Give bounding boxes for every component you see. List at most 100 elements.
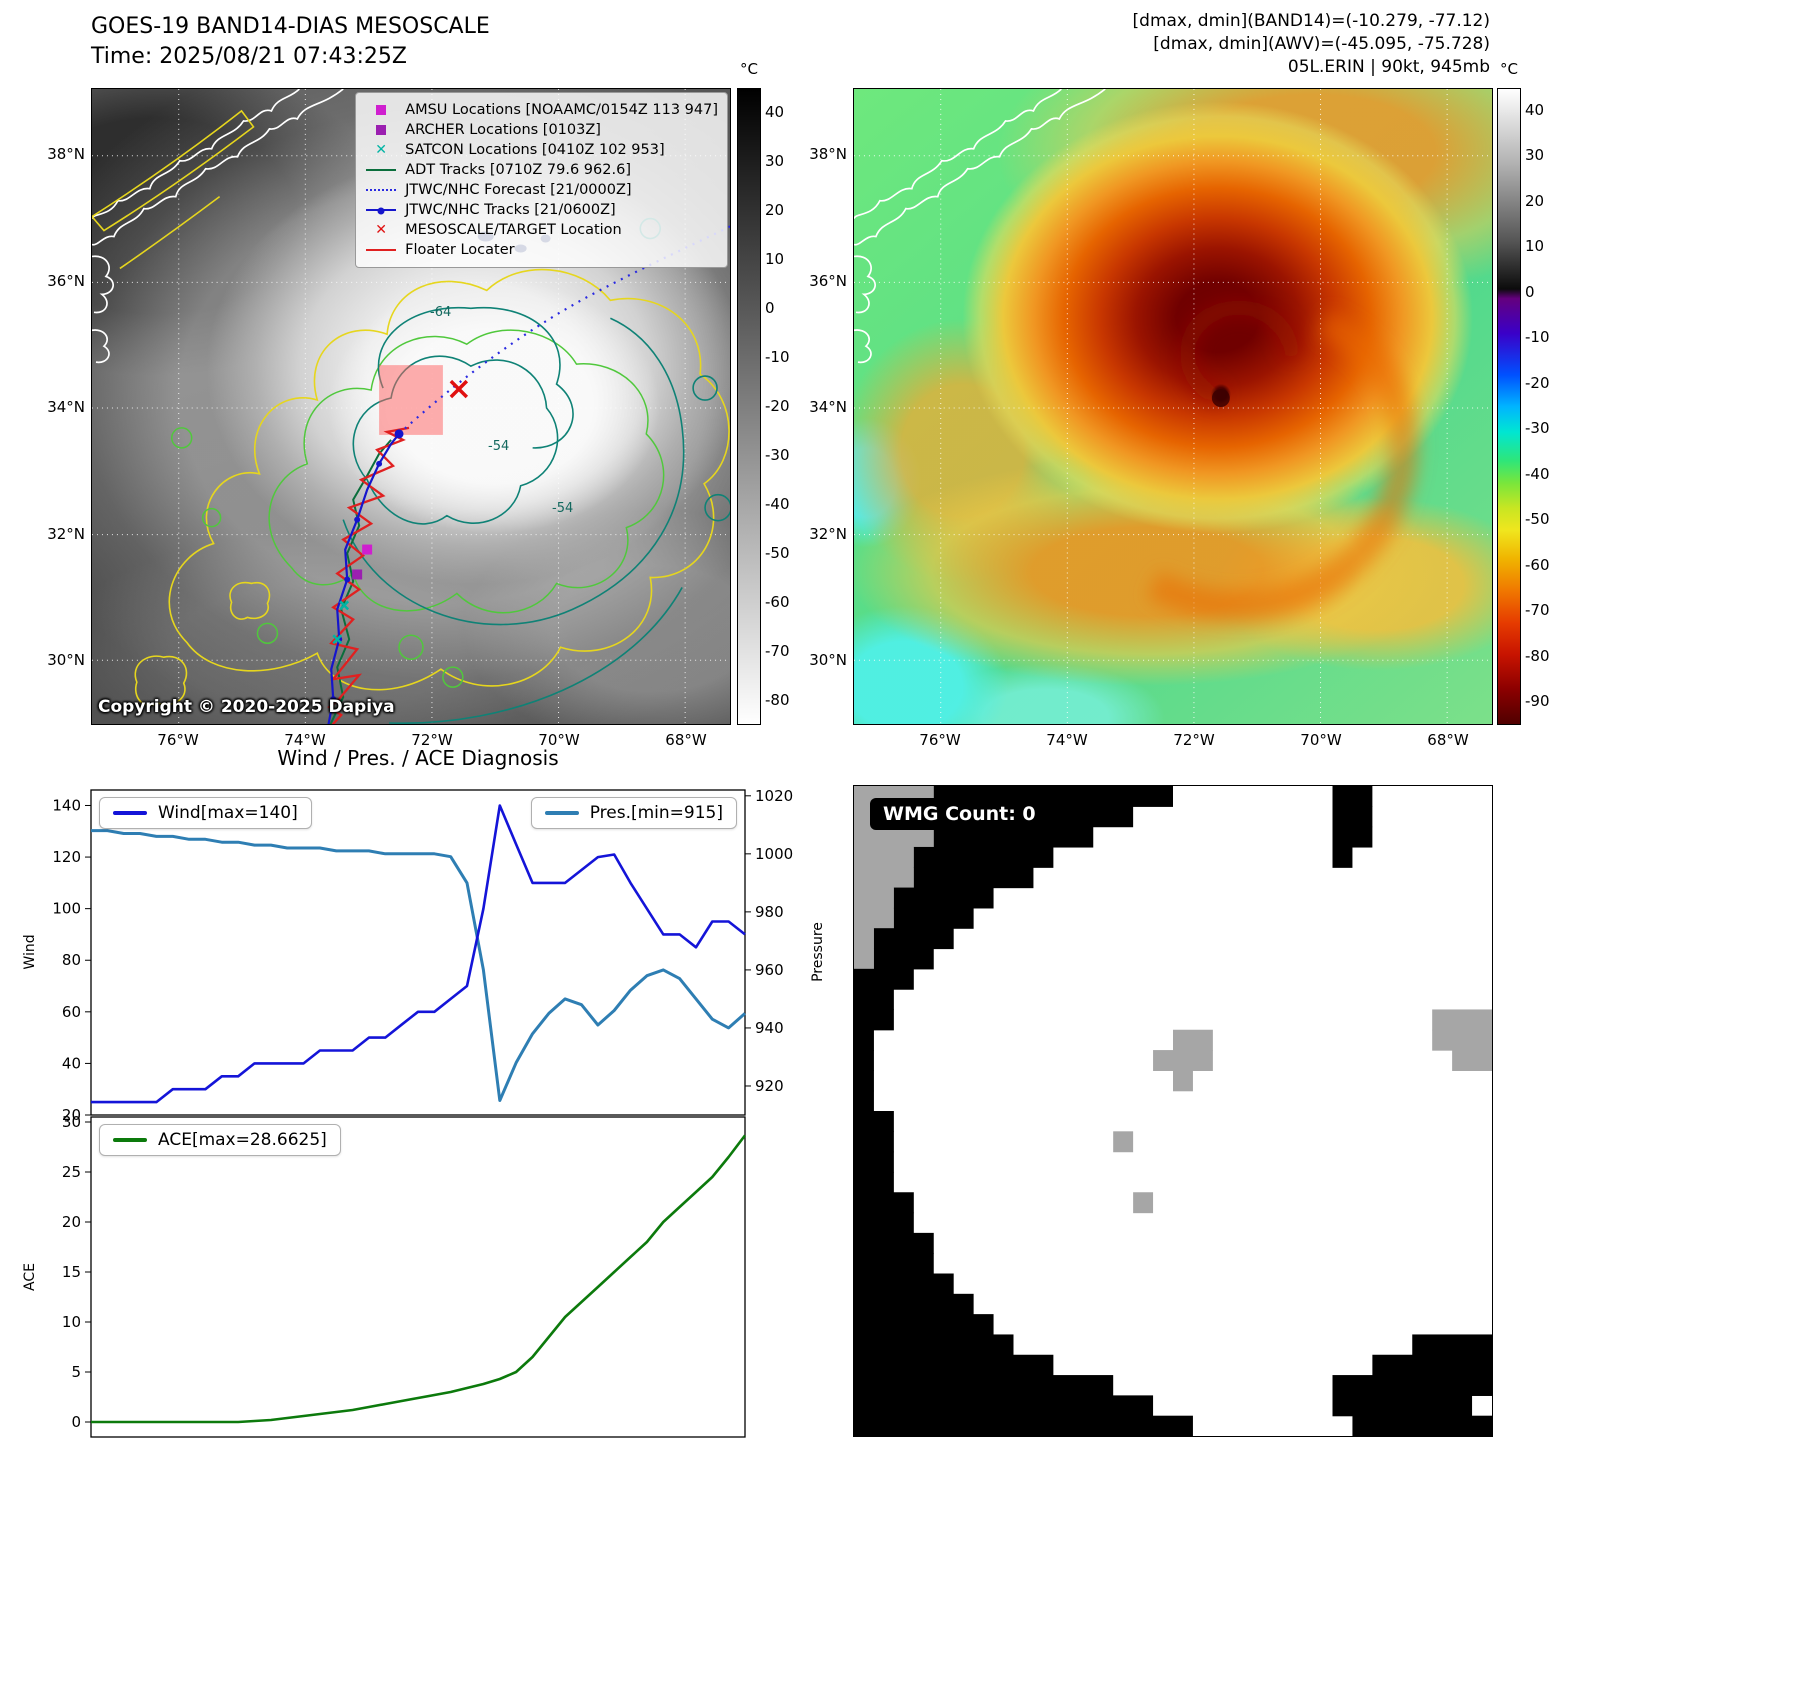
wind-legend-label: Wind[max=140]	[158, 803, 298, 823]
pressure-legend: Pres.[min=915]	[530, 797, 737, 829]
ace-tick-label: 25	[62, 1163, 81, 1181]
wind-tick-label: 80	[62, 951, 81, 969]
lon-tick-label: 72°W	[411, 731, 453, 749]
wmg-black-block	[854, 1232, 934, 1254]
line-marker-icon	[366, 207, 397, 215]
wind-pressure-chart: 140 120 100 80 60 40 20 1020 1000 980 960 940 920	[52, 787, 793, 1124]
band14-satellite-map: -64 -54 -54 AMSU Locations [NOAAMC/0154Z…	[91, 88, 731, 725]
colorbar-tick-label: -50	[765, 543, 790, 562]
contour-label: -64	[430, 305, 452, 320]
wmg-black-block	[854, 1050, 874, 1071]
ace-tick-label: 30	[62, 1113, 81, 1131]
ace-tick-label: 0	[71, 1413, 81, 1431]
charts-title: Wind / Pres. / ACE Diagnosis	[277, 746, 559, 770]
colorbar-tick-label: -20	[1525, 373, 1550, 392]
lon-tick-label: 68°W	[665, 731, 707, 749]
awv-map-overlay	[854, 89, 1492, 724]
square-marker-icon	[376, 125, 387, 135]
wmg-black-block	[854, 1354, 1054, 1376]
coastline-path	[92, 255, 114, 314]
line-marker-icon	[365, 169, 397, 171]
wmg-gray-block	[854, 846, 914, 868]
wmg-black-block	[854, 1253, 934, 1275]
dot-marker-icon	[377, 207, 385, 215]
map-legend: AMSU Locations [NOAAMC/0154Z 113 947] ARC…	[355, 92, 728, 268]
wmg-black-block	[854, 1192, 914, 1214]
colorbar-tick-label: -70	[765, 641, 790, 660]
lon-tick-label: 76°W	[157, 731, 199, 749]
colorbar-unit: °C	[1500, 60, 1518, 78]
pressure-tick-label: 980	[755, 903, 784, 921]
wmg-black-block	[854, 1090, 874, 1112]
wmg-black-block	[913, 846, 1054, 868]
colorbar-tick-label: 20	[1525, 191, 1545, 210]
colorbar-tick-label: 30	[765, 151, 785, 170]
wmg-black-block	[873, 948, 934, 970]
wmg-gray-block	[1452, 1050, 1492, 1071]
wmg-black-block	[893, 887, 994, 909]
pressure-tick-label: 1020	[755, 787, 793, 805]
legend-item: JTWC/NHC Tracks [21/0600Z]	[365, 200, 718, 220]
band14-colorbar	[737, 88, 761, 725]
colorbar-tick-label: -10	[765, 347, 790, 366]
wmg-black-block	[854, 1415, 1193, 1436]
lon-tick-label: 70°W	[538, 731, 580, 749]
wmg-gray-block	[854, 907, 894, 929]
x-marker-icon: ✕	[375, 222, 388, 238]
square-marker-icon	[365, 125, 397, 135]
wind-tick-label: 100	[52, 900, 81, 918]
contour-label: -54	[488, 439, 510, 454]
jtwc-track-dots	[330, 429, 404, 703]
colorbar-tick-label: -90	[1525, 692, 1550, 711]
lat-tick-label: 38°N	[47, 145, 85, 163]
colorbar-tick-label: -60	[1525, 555, 1550, 574]
wmg-black-block	[854, 1171, 894, 1193]
jtwc-track-line	[327, 433, 400, 724]
colorbar-tick-label: -40	[1525, 464, 1550, 483]
colorbar-tick-label: -60	[765, 592, 790, 611]
colorbar-unit: °C	[740, 60, 758, 78]
pressure-tick-label: 940	[755, 1019, 784, 1037]
wmg-black-block	[854, 1334, 1014, 1356]
line-marker-icon	[366, 189, 397, 191]
awv-satellite-map	[853, 88, 1493, 725]
ace-series-line	[91, 1134, 747, 1424]
wmg-block-map	[854, 786, 1492, 1436]
lat-tick-label: 38°N	[809, 145, 847, 163]
ace-tick-label: 10	[62, 1313, 81, 1331]
coastline-path	[854, 329, 872, 364]
wmg-gray-block	[854, 867, 914, 889]
mesoscale-target-box	[379, 365, 443, 435]
lon-tick-label: 72°W	[1173, 731, 1215, 749]
wmg-black-block	[854, 1395, 1154, 1417]
wmg-black-block	[1332, 826, 1373, 848]
colorbar-tick-label: 10	[1525, 237, 1545, 256]
storm-eye	[1211, 389, 1230, 407]
lat-tick-label: 32°N	[809, 525, 847, 543]
lat-tick-label: 34°N	[47, 398, 85, 416]
wmg-black-block	[854, 989, 894, 1011]
legend-label: JTWC/NHC Tracks [21/0600Z]	[405, 202, 616, 218]
wind-line-swatch	[113, 811, 147, 815]
storm-id-intensity: 05L.ERIN | 90kt, 945mb	[1287, 57, 1490, 77]
wmg-gray-block	[1432, 1029, 1492, 1051]
contour-label: -54	[552, 501, 574, 516]
colorbar-tick-label: -10	[1525, 328, 1550, 347]
plot-frame	[90, 1116, 746, 1438]
colorbar-tick-label: 40	[765, 102, 785, 121]
lat-tick-label: 30°N	[809, 651, 847, 669]
ace-axis-label: ACE	[22, 1263, 38, 1291]
amsu-archer-markers	[352, 544, 373, 580]
wmg-gray-block	[1113, 1131, 1134, 1153]
wind-tick-label: 20	[62, 1106, 81, 1124]
colorbar-tick-label: -30	[765, 445, 790, 464]
coastline	[854, 89, 1106, 364]
legend-label: MESOSCALE/TARGET Location	[405, 222, 622, 238]
wmg-black-block	[854, 1314, 994, 1336]
colorbar-tick-label: 0	[765, 298, 775, 317]
wmg-black-block	[854, 1212, 914, 1234]
wmg-gray-block	[1173, 1029, 1213, 1051]
wmg-black-block	[1332, 1375, 1492, 1396]
coastline-path	[854, 89, 1106, 246]
wind-axis-label: Wind	[22, 934, 38, 970]
